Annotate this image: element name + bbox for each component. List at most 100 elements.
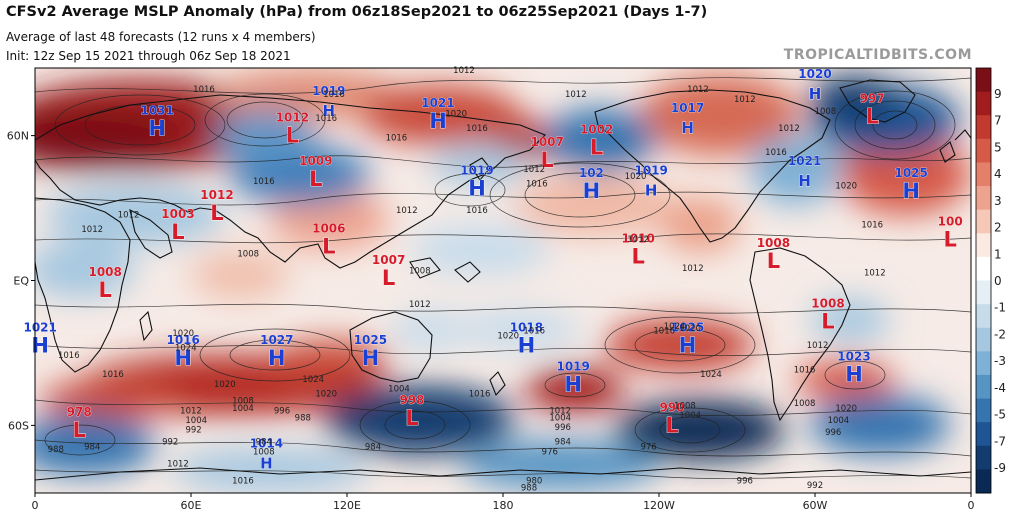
pressure-value: 1021: [788, 154, 821, 168]
contour-label: 996: [737, 476, 753, 486]
contour-label: 1008: [237, 249, 259, 259]
contour-label: 1008: [815, 107, 837, 117]
high-letter: H: [809, 85, 822, 103]
contour-label: 1012: [627, 235, 649, 245]
contour-label: 992: [807, 481, 823, 491]
contour-label: 1012: [549, 406, 571, 416]
chart-subtitle: Average of last 48 forecasts (12 runs x …: [6, 30, 316, 44]
colorbar-label: 7: [994, 114, 1002, 128]
high-letter: H: [362, 346, 380, 370]
pressure-value: 998: [399, 393, 424, 407]
colorbar-segment: [976, 280, 991, 305]
colorbar-label: -4: [994, 381, 1006, 395]
contour-label: 1016: [794, 365, 816, 375]
contour-label: 1024: [700, 370, 722, 380]
low-letter: L: [821, 310, 834, 334]
contour-label: 1016: [386, 133, 408, 143]
pressure-value: 1023: [837, 350, 870, 364]
contour-label: 1004: [185, 416, 207, 426]
pressure-value: 1014: [250, 437, 283, 451]
contour-label: 1024: [664, 322, 686, 332]
colorbar: 9 7 5 4 3 2 1 0 -1 -2 -3 -4 -5 -7 -9: [975, 67, 1006, 494]
pressure-value: 1012: [276, 111, 309, 125]
low-letter: L: [767, 249, 780, 273]
pressure-value: 1008: [757, 236, 790, 250]
contour-label: 1016: [523, 327, 545, 337]
low-letter: L: [286, 124, 299, 148]
colorbar-frame: [975, 67, 992, 494]
low-letter: L: [382, 266, 395, 290]
x-tick-label: 120W: [643, 499, 675, 512]
contour-label: 1016: [253, 177, 275, 187]
x-tick-label: 0: [32, 499, 39, 512]
contour-label: 1016: [315, 114, 337, 124]
pressure-value: 1017: [671, 101, 704, 115]
contour-label: 988: [48, 445, 64, 455]
high-letter: H: [468, 177, 486, 201]
contour-label: 1016: [653, 327, 675, 337]
colorbar-label: -3: [994, 354, 1006, 368]
colorbar-segment: [976, 68, 991, 93]
pressure-value: 1025: [671, 321, 704, 335]
low-letter: L: [405, 406, 418, 430]
y-tick-label: 60S: [8, 419, 29, 432]
contour-label: 1008: [794, 399, 816, 409]
colorbar-segment: [976, 115, 991, 140]
contour-label: 1016: [469, 389, 491, 399]
pressure-value: 1019: [556, 359, 589, 373]
colorbar-segment: [976, 445, 991, 470]
pressure-value: 1009: [299, 154, 332, 168]
contour-label: 1020: [315, 389, 337, 399]
contour-label: 1012: [81, 225, 103, 235]
y-tick-label: EQ: [13, 275, 29, 288]
high-letter: H: [845, 363, 863, 387]
contour-label: 992: [185, 426, 201, 436]
pressure-value: 1025: [354, 333, 387, 347]
low-letter: L: [866, 104, 879, 128]
contour-label: 988: [295, 414, 311, 424]
isobar-contours: [35, 77, 971, 479]
colorbar-label: 1: [994, 247, 1002, 261]
pressure-value: 1021: [421, 96, 454, 110]
high-letter: H: [798, 172, 811, 190]
pressure-value: 1021: [23, 321, 56, 335]
colorbar-segment: [976, 351, 991, 376]
contour-label: 1016: [232, 476, 254, 486]
high-letter: H: [583, 179, 601, 203]
pressure-value: 1016: [166, 333, 199, 347]
x-tick-label: 0: [968, 499, 975, 512]
low-letter: L: [665, 413, 678, 437]
x-tick-label: 60W: [803, 499, 828, 512]
contour-label: 1020: [172, 329, 194, 339]
high-pressure-center: 1021 H: [788, 154, 822, 191]
contour-label: 1012: [180, 406, 202, 416]
high-letter: H: [429, 109, 447, 133]
x-tick-label: 120E: [333, 499, 361, 512]
contour-label: 980: [526, 476, 542, 486]
colorbar-label: 9: [994, 87, 1002, 101]
high-letter: H: [902, 179, 920, 203]
high-letter: H: [260, 455, 273, 473]
contour-label: 1016: [765, 148, 787, 158]
high-letter: H: [31, 334, 49, 358]
contour-label: 1012: [396, 206, 418, 216]
y-axis: 60N EQ 60S: [7, 130, 35, 432]
colorbar-label: -7: [994, 434, 1006, 448]
contour-label: 1024: [175, 344, 197, 354]
